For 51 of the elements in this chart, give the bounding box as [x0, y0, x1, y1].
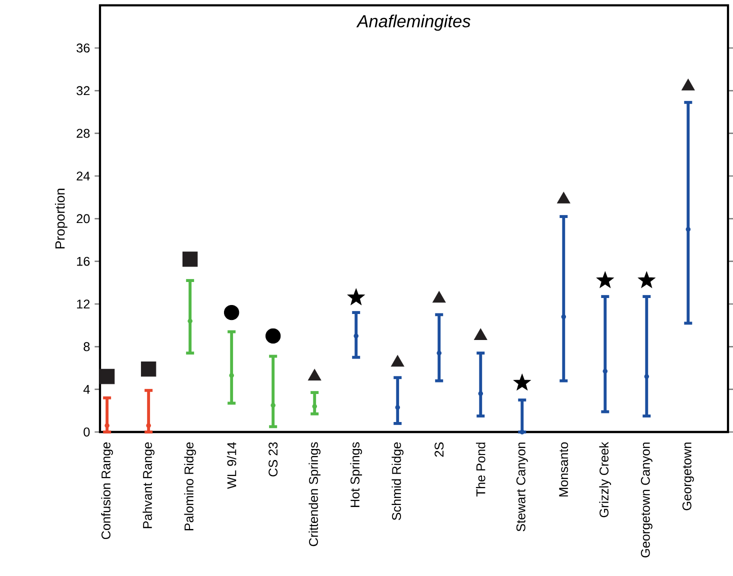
point — [347, 288, 365, 305]
y-tick-label: 16 — [77, 256, 90, 266]
x-tick-label: Crittenden Springs — [308, 442, 320, 546]
point — [638, 271, 656, 288]
text: Anaflemingites — [356, 14, 470, 31]
x-tick-label: Stewart Canyon — [516, 442, 528, 532]
point — [395, 405, 400, 410]
x-tick-label: Hot Springs — [350, 442, 362, 507]
point — [390, 355, 404, 367]
point — [432, 291, 446, 303]
x-tick-label: Grizzly Creek — [599, 442, 612, 518]
y-tick-label: 36 — [76, 44, 90, 52]
x-tick-label: Georgetown — [682, 442, 694, 510]
point — [644, 374, 650, 379]
point — [436, 350, 442, 356]
x-tick-label: Confusion Range — [101, 442, 113, 540]
point — [188, 318, 192, 324]
point — [224, 304, 240, 320]
y-tick-label: 0 — [84, 428, 90, 436]
y-tick-label: 12 — [77, 300, 90, 308]
point — [513, 374, 531, 390]
point — [182, 252, 198, 267]
point — [682, 78, 695, 90]
y-tick-label: 28 — [76, 128, 90, 138]
y-tick-label: 8 — [84, 342, 90, 352]
x-tick-label: The Pond — [476, 442, 486, 496]
x-tick-label: WL 9/14 — [226, 442, 236, 489]
x-tick-label: Schmid Ridge — [392, 442, 404, 520]
point — [602, 368, 608, 374]
point — [561, 314, 566, 320]
point — [312, 404, 317, 409]
y-axis-title: Proportion — [54, 188, 68, 248]
point — [354, 334, 358, 338]
y-tick-label: 4 — [83, 384, 90, 394]
y-tick-label: 24 — [76, 172, 90, 180]
x-tick-label: Pahvant Range — [142, 442, 154, 528]
x-tick-label: Monsanto — [559, 442, 568, 496]
x-tick-label: Georgetown Canyon — [640, 442, 652, 558]
point — [686, 226, 691, 232]
point — [229, 373, 234, 378]
point — [99, 368, 115, 384]
point — [596, 271, 614, 288]
point — [140, 361, 156, 377]
point — [270, 402, 276, 408]
point — [557, 192, 570, 204]
x-tick-label: 2S — [434, 442, 444, 457]
point — [265, 328, 281, 344]
x-tick-label: CS 23 — [268, 442, 278, 476]
y-tick-label: 32 — [76, 86, 90, 96]
x-tick-label: Palomino Ridge — [184, 442, 196, 530]
y-tick-label: 20 — [76, 214, 90, 224]
